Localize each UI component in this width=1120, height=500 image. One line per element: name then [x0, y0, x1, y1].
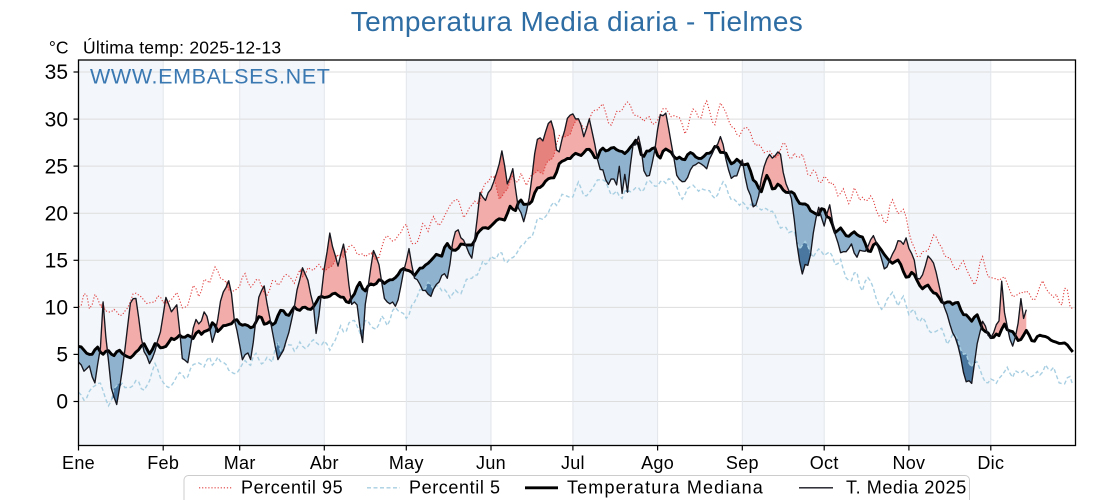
svg-text:20: 20 — [45, 202, 68, 225]
svg-text:Temperatura Media diaria - Tie: Temperatura Media diaria - Tielmes — [351, 6, 803, 37]
svg-text:Abr: Abr — [310, 453, 339, 473]
svg-text:Nov: Nov — [892, 453, 925, 473]
svg-text:30: 30 — [45, 108, 68, 131]
svg-text:Mar: Mar — [224, 453, 256, 473]
svg-text:Percentil 5: Percentil 5 — [409, 478, 501, 498]
svg-text:T. Media 2025: T. Media 2025 — [846, 478, 967, 498]
svg-text:5: 5 — [56, 344, 68, 367]
svg-text:35: 35 — [45, 61, 68, 84]
svg-text:°C: °C — [49, 38, 69, 58]
svg-text:Percentil 95: Percentil 95 — [241, 478, 343, 498]
svg-text:Sep: Sep — [726, 453, 759, 473]
svg-text:Feb: Feb — [147, 453, 179, 473]
svg-text:Jul: Jul — [561, 453, 585, 473]
svg-text:Última temp: 2025-12-13: Última temp: 2025-12-13 — [83, 37, 281, 58]
svg-text:Temperatura Mediana: Temperatura Mediana — [567, 478, 764, 498]
svg-text:25: 25 — [45, 155, 68, 178]
svg-text:May: May — [389, 453, 424, 473]
svg-text:WWW.EMBALSES.NET: WWW.EMBALSES.NET — [90, 65, 330, 89]
svg-text:10: 10 — [45, 297, 68, 320]
svg-text:Jun: Jun — [476, 453, 506, 473]
svg-text:Ene: Ene — [62, 453, 95, 473]
svg-text:Oct: Oct — [810, 453, 839, 473]
svg-text:Dic: Dic — [977, 453, 1004, 473]
svg-text:Ago: Ago — [641, 453, 674, 473]
svg-text:0: 0 — [56, 391, 68, 414]
svg-text:15: 15 — [45, 250, 68, 273]
